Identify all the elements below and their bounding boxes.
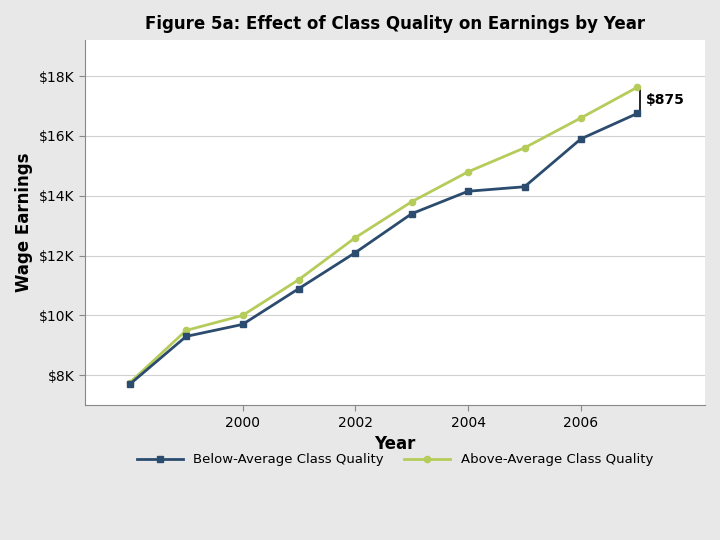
Title: Figure 5a: Effect of Class Quality on Earnings by Year: Figure 5a: Effect of Class Quality on Ea… (145, 15, 645, 33)
Y-axis label: Wage Earnings: Wage Earnings (15, 153, 33, 293)
Legend: Below-Average Class Quality, Above-Average Class Quality: Below-Average Class Quality, Above-Avera… (131, 448, 658, 471)
Text: $875: $875 (646, 93, 685, 107)
X-axis label: Year: Year (374, 435, 415, 453)
